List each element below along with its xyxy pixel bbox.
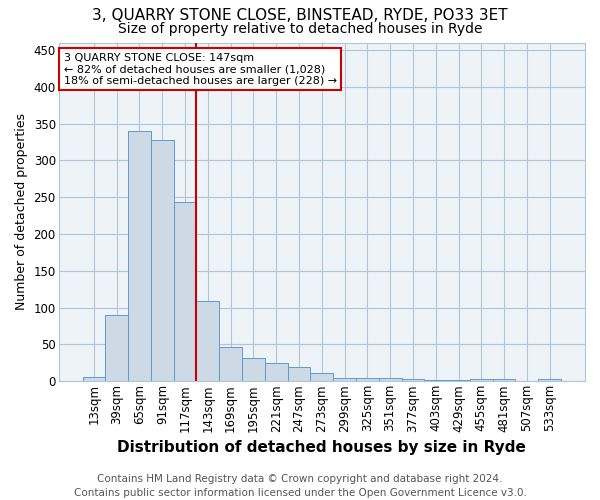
Bar — [310, 373, 333, 382]
Bar — [219, 346, 242, 382]
Bar — [173, 202, 196, 382]
Bar — [265, 363, 287, 382]
Bar — [356, 378, 379, 382]
Bar — [128, 131, 151, 382]
Bar — [242, 358, 265, 382]
Bar — [538, 379, 561, 382]
Bar — [493, 379, 515, 382]
Y-axis label: Number of detached properties: Number of detached properties — [15, 114, 28, 310]
Text: 3 QUARRY STONE CLOSE: 147sqm
← 82% of detached houses are smaller (1,028)
18% of: 3 QUARRY STONE CLOSE: 147sqm ← 82% of de… — [64, 52, 337, 86]
Bar — [447, 380, 470, 382]
Text: 3, QUARRY STONE CLOSE, BINSTEAD, RYDE, PO33 3ET: 3, QUARRY STONE CLOSE, BINSTEAD, RYDE, P… — [92, 8, 508, 22]
Bar — [287, 366, 310, 382]
Bar — [379, 378, 401, 382]
Bar — [470, 379, 493, 382]
X-axis label: Distribution of detached houses by size in Ryde: Distribution of detached houses by size … — [118, 440, 526, 455]
Bar — [105, 315, 128, 382]
Bar — [333, 378, 356, 382]
Bar — [196, 301, 219, 382]
Bar — [424, 380, 447, 382]
Bar — [83, 377, 105, 382]
Bar — [401, 379, 424, 382]
Bar — [151, 140, 173, 382]
Text: Contains HM Land Registry data © Crown copyright and database right 2024.
Contai: Contains HM Land Registry data © Crown c… — [74, 474, 526, 498]
Text: Size of property relative to detached houses in Ryde: Size of property relative to detached ho… — [118, 22, 482, 36]
